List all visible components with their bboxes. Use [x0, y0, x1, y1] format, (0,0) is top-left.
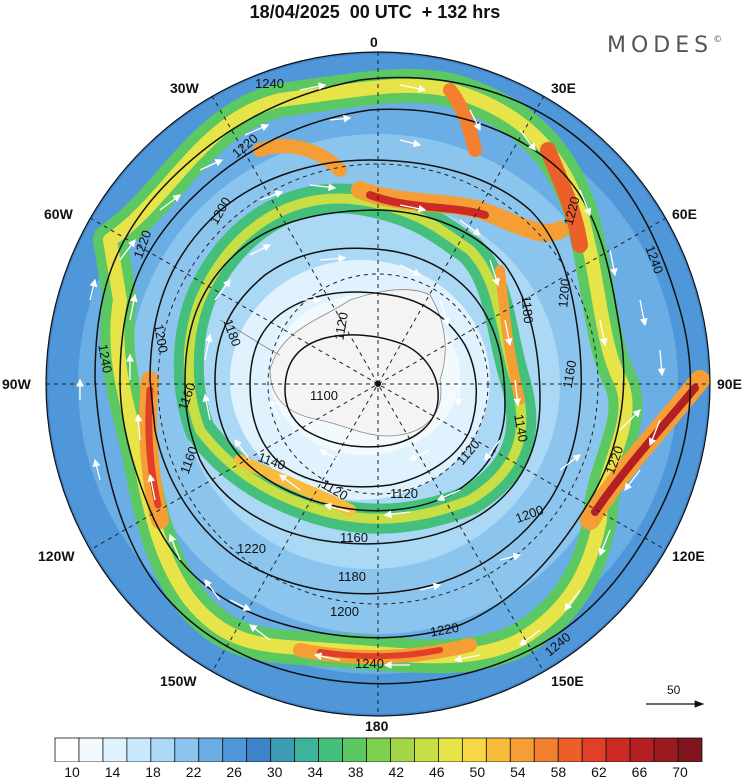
colorbar-box	[318, 737, 343, 762]
colorbar-box	[390, 737, 415, 762]
svg-text:1160: 1160	[560, 359, 580, 389]
map-boundary	[45, 51, 711, 717]
colorbar-box	[198, 737, 224, 762]
svg-text:1120: 1120	[390, 486, 418, 501]
colorbar-tick-label: 70	[672, 764, 688, 780]
wind-speed-field	[46, 52, 710, 716]
colorbar-tick-label: 30	[266, 764, 283, 780]
colorbar-box	[342, 737, 367, 762]
colorbar-box	[653, 737, 679, 762]
lon-label-120w: 120W	[38, 548, 75, 564]
geopotential-contours	[94, 76, 692, 685]
svg-text:1220: 1220	[429, 620, 460, 640]
lat-lon-grid	[46, 52, 710, 716]
svg-text:1220: 1220	[561, 195, 583, 227]
colorbar-box	[461, 737, 487, 762]
colorbar-tick-label: 66	[631, 764, 648, 780]
colorbar-tick-label: 50	[469, 764, 486, 780]
colorbar-tick-label: 42	[388, 764, 405, 780]
colorbar-tick-label: 62	[591, 764, 607, 780]
colorbar-tick-label: 58	[550, 764, 567, 780]
lon-label-60e: 60E	[672, 206, 697, 222]
lon-label-30w: 30W	[170, 80, 199, 96]
south-pole-marker	[375, 381, 381, 387]
svg-text:1100: 1100	[310, 388, 338, 403]
colorbar-tick-label: 14	[104, 764, 121, 780]
colorbar-tick-label: 38	[347, 764, 364, 780]
svg-text:1180: 1180	[338, 569, 366, 584]
colorbar-box	[294, 737, 319, 762]
lon-label-30e: 30E	[551, 80, 576, 96]
colorbar-tick-label: 22	[185, 764, 202, 780]
colorbar-box	[485, 737, 511, 762]
colorbar-tick-label: 34	[307, 764, 323, 780]
colorbar-box	[414, 737, 439, 762]
lon-label-120e: 120E	[672, 548, 705, 564]
colorbar-box	[581, 737, 607, 762]
lon-label-90e: 90E	[717, 376, 742, 392]
colorbar-box	[629, 737, 655, 762]
colorbar	[54, 737, 703, 762]
colorbar-box	[102, 737, 128, 762]
colorbar-box	[150, 737, 176, 762]
colorbar-box	[270, 737, 296, 762]
vector-scale-label: 50	[667, 683, 681, 697]
modes-logo: MODES©	[607, 33, 723, 58]
lon-label-60w: 60W	[44, 206, 73, 222]
colorbar-box	[78, 737, 104, 762]
colorbar-tick-label: 10	[64, 764, 80, 780]
svg-text:1200: 1200	[330, 604, 359, 619]
svg-text:1180: 1180	[519, 295, 536, 324]
lon-label-180: 180	[365, 718, 389, 734]
colorbar-box	[438, 737, 463, 762]
colorbar-box	[126, 737, 152, 762]
wind-vectors	[76, 82, 666, 669]
lon-label-150e: 150E	[551, 673, 584, 689]
lon-label-0: 0	[370, 34, 378, 50]
colorbar-box	[677, 737, 703, 762]
colorbar-box	[246, 737, 272, 762]
colorbar-box	[557, 737, 583, 762]
colorbar-box	[533, 737, 559, 762]
colorbar-tick-label: 54	[510, 764, 526, 780]
svg-text:1240: 1240	[355, 656, 384, 671]
svg-text:1160: 1160	[340, 530, 368, 545]
svg-text:1220: 1220	[237, 541, 266, 556]
svg-text:1200: 1200	[555, 278, 572, 308]
map-title: 18/04/2025 00 UTC + 132 hrs	[249, 2, 501, 22]
colorbar-box	[605, 737, 631, 762]
colorbar-tick-label: 46	[429, 764, 445, 780]
colorbar-tick-label: 26	[226, 764, 242, 780]
colorbar-box	[366, 737, 391, 762]
svg-text:1140: 1140	[511, 413, 531, 443]
svg-text:1200: 1200	[151, 323, 171, 354]
colorbar-box	[54, 737, 80, 762]
colorbar-box	[509, 737, 535, 762]
svg-text:1120: 1120	[331, 311, 351, 341]
lon-label-90w: 90W	[2, 376, 31, 392]
colorbar-box	[174, 737, 200, 762]
colorbar-box	[222, 737, 248, 762]
svg-text:1240: 1240	[255, 76, 284, 91]
colorbar-tick-label: 18	[145, 764, 161, 780]
lon-label-150w: 150W	[160, 673, 197, 689]
svg-text:1240: 1240	[95, 343, 115, 374]
